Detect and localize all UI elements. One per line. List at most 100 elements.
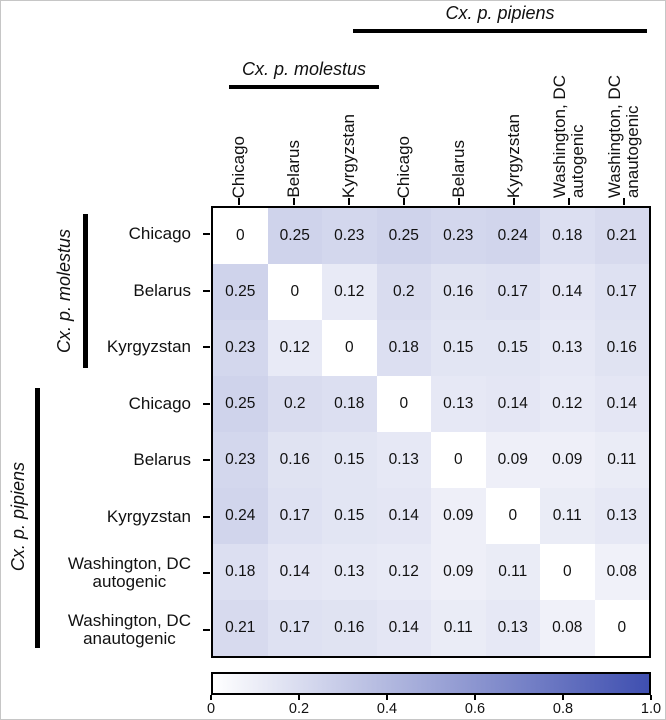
colorbar-tick	[298, 695, 300, 700]
heatmap-cell: 0	[213, 208, 268, 264]
heatmap-cell: 0.17	[267, 488, 322, 544]
column-label: Washington, DC autogenic	[541, 25, 596, 198]
colorbar	[211, 672, 651, 695]
heatmap-cell: 0.25	[213, 264, 268, 320]
heatmap-cell: 0.13	[431, 376, 486, 432]
heatmap-cell: 0.24	[213, 488, 268, 544]
heatmap-cell: 0.12	[376, 544, 431, 600]
colorbar-tick	[650, 695, 652, 700]
row-label: Belarus	[1, 263, 202, 320]
heatmap-cell: 0.25	[213, 376, 268, 432]
column-label-text: Chicago	[393, 135, 413, 198]
x-axis-tick	[237, 198, 240, 205]
heatmap-cell: 0.18	[376, 320, 431, 376]
x-axis-tick	[292, 198, 295, 205]
row-group-molestus-label: Cx. p. molestus	[47, 206, 81, 376]
y-axis-tick	[203, 459, 210, 462]
x-axis-tick	[567, 198, 570, 205]
column-label-text: Washington, DC autogenic	[549, 74, 587, 198]
heatmap-cell: 0.11	[594, 432, 649, 488]
row-label: Washington, DC autogenic	[1, 545, 202, 602]
heatmap-cell: 0.13	[594, 488, 649, 544]
row-label: Washington, DC anautogenic	[1, 602, 202, 659]
heatmap-cell: 0.09	[431, 488, 486, 544]
heatmap-cell: 0.11	[485, 544, 540, 600]
colorbar-tick	[210, 695, 212, 700]
row-label-text: Washington, DC autogenic	[67, 554, 191, 592]
column-label-text: Washington, DC anautogenic	[604, 74, 642, 198]
heatmap-cell: 0.14	[267, 544, 322, 600]
colorbar-tick	[474, 695, 476, 700]
y-axis-tick	[203, 289, 210, 292]
heatmap-cell: 0.15	[431, 320, 486, 376]
y-axis-tick	[203, 515, 210, 518]
heatmap-cell: 0.18	[213, 544, 268, 600]
heatmap-cell: 0.12	[322, 264, 377, 320]
row-labels: Chicago Belarus Kyrgyzstan Chicago Belarus Ky…	[1, 206, 202, 658]
heatmap-cell: 0.12	[267, 320, 322, 376]
x-axis-tick	[457, 198, 460, 205]
heatmap-cell: 0.13	[485, 600, 540, 656]
heatmap-cell: 0.16	[431, 264, 486, 320]
colorbar-tick-label: 0.4	[376, 701, 398, 717]
heatmap-cell: 0.16	[267, 432, 322, 488]
heatmap-cell: 0.18	[322, 376, 377, 432]
y-axis-tick	[203, 572, 210, 575]
heatmap-cell: 0.09	[431, 544, 486, 600]
heatmap-cell: 0	[376, 376, 431, 432]
heatmap-cell: 0	[431, 432, 486, 488]
heatmap-cell: 0.13	[376, 432, 431, 488]
heatmap-cell: 0.09	[540, 432, 595, 488]
y-axis-tick	[203, 233, 210, 236]
x-axis-tick	[347, 198, 350, 205]
column-label-text: Chicago	[228, 135, 248, 198]
colorbar-tick-label: 1.0	[640, 701, 662, 717]
row-label-text: Chicago	[128, 224, 191, 244]
heatmap-cell: 0.14	[485, 376, 540, 432]
row-label: Kyrgyzstan	[1, 489, 202, 546]
colorbar-tick	[562, 695, 564, 700]
heatmap-cell: 0	[267, 264, 322, 320]
heatmap-cell: 0.17	[267, 600, 322, 656]
heatmap-cell: 0.21	[594, 208, 649, 264]
heatmap-grid: 0 0.25 0.23 0.25 0.23 0.24 0.18 0.21 0.25 0 0.12 0.…	[211, 206, 651, 658]
colorbar-tick-label: 0.6	[464, 701, 486, 717]
heatmap-cell: 0.13	[540, 320, 595, 376]
y-axis-tick	[203, 346, 210, 349]
heatmap-cell: 0.2	[376, 264, 431, 320]
heatmap-cell: 0.14	[376, 600, 431, 656]
x-axis-tick	[402, 198, 405, 205]
row-label: Kyrgyzstan	[1, 319, 202, 376]
heatmap-cell: 0.08	[594, 544, 649, 600]
row-label: Belarus	[1, 432, 202, 489]
y-axis-tick	[203, 402, 210, 405]
heatmap-cell: 0.17	[594, 264, 649, 320]
heatmap-cell: 0.15	[485, 320, 540, 376]
x-axis-tick	[512, 198, 515, 205]
row-label: Chicago	[1, 376, 202, 433]
heatmap-cell: 0.11	[431, 600, 486, 656]
heatmap-cell: 0.12	[540, 376, 595, 432]
column-label: Chicago	[211, 25, 266, 198]
heatmap-cell: 0.25	[376, 208, 431, 264]
heatmap-cell: 0	[540, 544, 595, 600]
heatmap-cell: 0.13	[322, 544, 377, 600]
heatmap-cell: 0.23	[322, 208, 377, 264]
colorbar-tick	[386, 695, 388, 700]
colorbar-tick-label: 0.8	[552, 701, 574, 717]
heatmap-cell: 0	[485, 488, 540, 544]
row-group-molestus-line	[83, 214, 88, 368]
row-label-text: Washington, DC anautogenic	[67, 610, 191, 648]
column-label: Belarus	[266, 25, 321, 198]
heatmap-cell: 0.15	[322, 488, 377, 544]
heatmap-cell: 0.14	[540, 264, 595, 320]
column-label: Chicago	[376, 25, 431, 198]
heatmap-cell: 0.11	[540, 488, 595, 544]
heatmap-cell: 0.08	[540, 600, 595, 656]
row-group-molestus-text: Cx. p. molestus	[53, 228, 74, 354]
row-label-text: Kyrgyzstan	[106, 506, 191, 526]
heatmap-cell: 0.24	[485, 208, 540, 264]
row-label-text: Chicago	[128, 393, 191, 413]
col-group-pipiens-label: Cx. p. pipiens	[445, 3, 555, 23]
